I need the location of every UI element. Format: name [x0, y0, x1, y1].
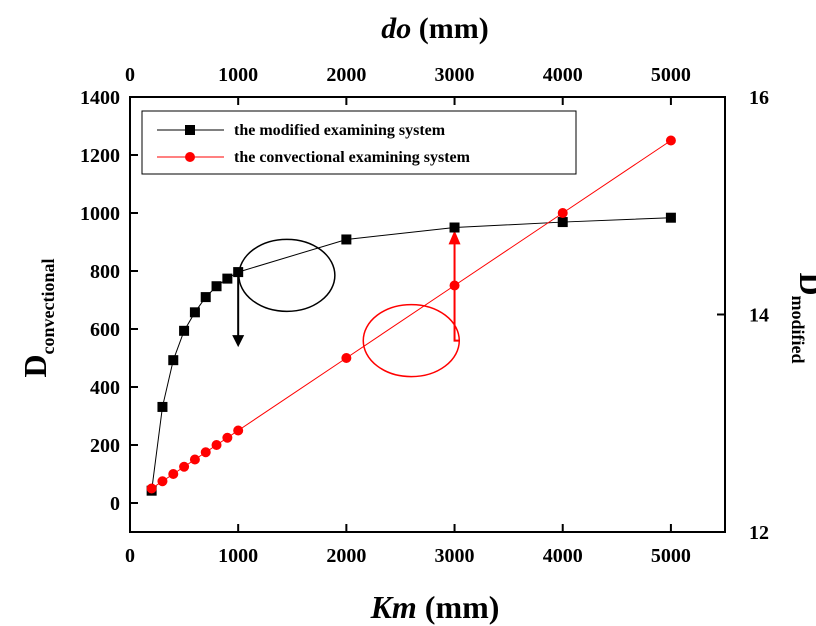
top-tick-label: 1000 [218, 64, 258, 86]
data-point [179, 325, 190, 336]
data-point [557, 217, 568, 228]
data-point [200, 447, 211, 458]
data-point [168, 469, 179, 479]
top-tick-label: 5000 [651, 64, 691, 86]
left-tick-label: 600 [90, 319, 120, 341]
left-tick-label: 1000 [80, 203, 120, 225]
top-tick-label: 2000 [326, 64, 366, 86]
right-tick-label: 12 [749, 522, 769, 544]
legend-label-1: the modified examining system [234, 122, 446, 139]
left-tick-label: 0 [110, 493, 120, 515]
data-point [557, 208, 568, 218]
left-tick-label: 400 [90, 377, 120, 399]
left-tick-label: 800 [90, 261, 120, 283]
data-point [341, 234, 352, 245]
data-point [449, 222, 460, 233]
data-point [449, 280, 460, 291]
legend-marker-1 [185, 125, 195, 135]
data-point [189, 454, 200, 465]
data-point [211, 440, 222, 450]
data-point [341, 353, 352, 363]
data-point [665, 135, 676, 146]
data-point [233, 267, 244, 278]
data-point [222, 432, 233, 443]
data-point [211, 281, 222, 292]
x-tick-label: 2000 [326, 545, 366, 567]
data-point [157, 476, 168, 487]
top-tick-label: 0 [125, 64, 135, 86]
right-axis-title: Dmodified [788, 272, 816, 363]
data-point [222, 273, 233, 284]
series-line-1 [151, 217, 671, 491]
legend-box [141, 110, 577, 175]
legend-marker-2 [185, 152, 195, 162]
legend: the modified examining system the convect… [141, 110, 577, 175]
top-axis-title: do (mm) [381, 12, 488, 45]
annotation-arrowhead-1 [232, 335, 245, 348]
top-tick-label: 4000 [543, 64, 583, 86]
data-point [233, 425, 244, 436]
top-tick-label: 3000 [435, 64, 475, 86]
left-tick-label: 1200 [80, 145, 120, 167]
right-tick-label: 16 [749, 87, 769, 109]
data-point [179, 461, 190, 472]
series-layer [146, 135, 676, 496]
legend-label-2: the convectional examining system [234, 149, 471, 166]
data-point [168, 355, 179, 366]
bottom-axis-title: Km (mm) [370, 589, 500, 625]
left-axis-title: Dconvectional [17, 258, 58, 377]
x-tick-label: 4000 [543, 545, 583, 567]
annotation-ellipse-2 [362, 303, 461, 378]
data-point [200, 292, 211, 303]
data-point [146, 483, 157, 494]
annotation-arrow-2 [453, 242, 460, 342]
data-point [189, 307, 200, 318]
data-point [665, 212, 676, 223]
x-tick-label: 1000 [218, 545, 258, 567]
data-point [157, 401, 168, 412]
left-tick-label: 200 [90, 435, 120, 457]
right-tick-label: 14 [749, 305, 769, 327]
annotation-arrow-1 [237, 274, 240, 338]
annotation-ellipse-1 [238, 238, 336, 313]
x-tick-label: 5000 [651, 545, 691, 567]
annotation-arrowhead-2 [448, 230, 461, 245]
x-tick-label: 3000 [435, 545, 475, 567]
left-tick-label: 1400 [80, 87, 120, 109]
x-tick-label: 0 [125, 545, 135, 567]
